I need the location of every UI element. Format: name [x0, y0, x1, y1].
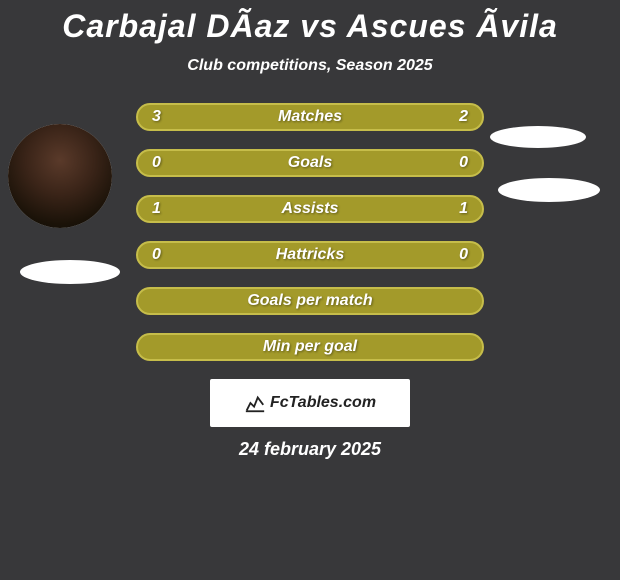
stat-label: Assists [282, 200, 339, 218]
stat-label: Goals per match [247, 292, 372, 310]
page-title: Carbajal DÃ­az vs Ascues Ãvila [0, 8, 620, 45]
stat-row: 3 Matches 2 [136, 103, 484, 131]
stat-rows: 3 Matches 2 0 Goals 0 1 Assists 1 0 Hatt… [136, 103, 484, 361]
stat-right-value: 0 [459, 154, 468, 172]
comparison-infographic: Carbajal DÃ­az vs Ascues Ãvila Club comp… [0, 0, 620, 580]
stat-row: 1 Assists 1 [136, 195, 484, 223]
watermark-text: FcTables.com [270, 394, 376, 412]
date-label: 24 february 2025 [0, 439, 620, 460]
stat-label: Hattricks [276, 246, 344, 264]
stat-left-value: 0 [152, 154, 161, 172]
player2-shadow-b [498, 178, 600, 202]
stat-right-value: 2 [459, 108, 468, 126]
stat-right-value: 1 [459, 200, 468, 218]
player2-shadow-a [490, 126, 586, 148]
player1-avatar [8, 124, 112, 228]
stat-row: 0 Hattricks 0 [136, 241, 484, 269]
stat-row: Goals per match [136, 287, 484, 315]
player1-face [8, 124, 112, 228]
stat-label: Matches [278, 108, 342, 126]
player1-shadow [20, 260, 120, 284]
watermark-badge: FcTables.com [210, 379, 410, 427]
stat-right-value: 0 [459, 246, 468, 264]
stat-row: 0 Goals 0 [136, 149, 484, 177]
stat-label: Goals [288, 154, 332, 172]
chart-icon [244, 392, 266, 414]
subtitle: Club competitions, Season 2025 [0, 57, 620, 75]
stat-left-value: 0 [152, 246, 161, 264]
stat-left-value: 3 [152, 108, 161, 126]
stat-left-value: 1 [152, 200, 161, 218]
stat-label: Min per goal [263, 338, 357, 356]
stat-row: Min per goal [136, 333, 484, 361]
